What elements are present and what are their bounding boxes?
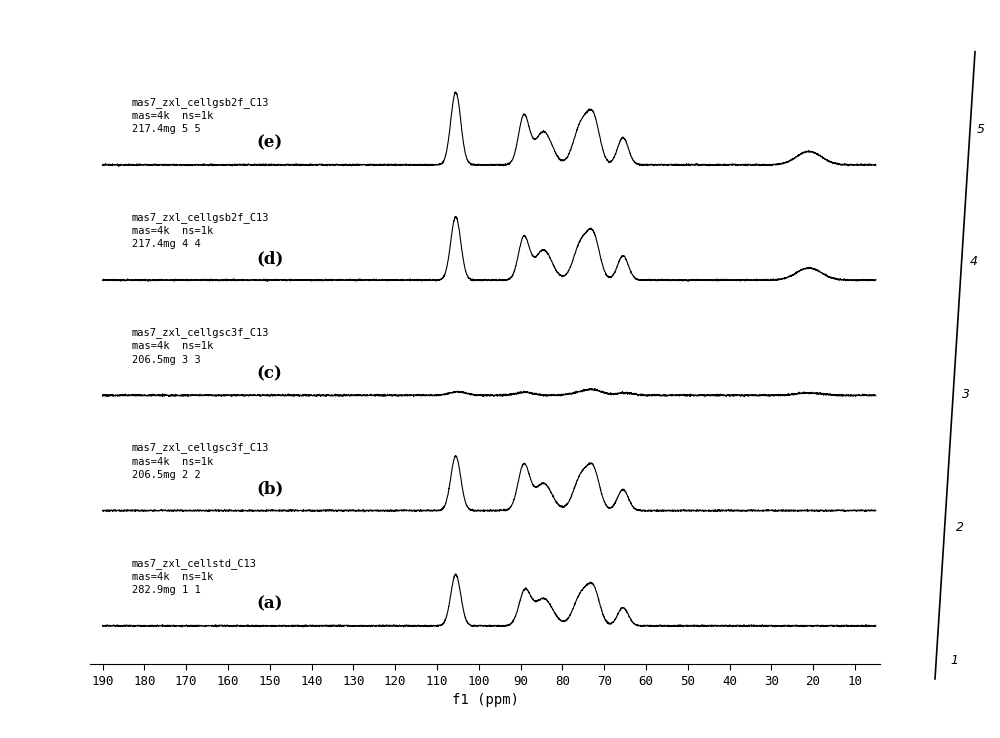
Text: (d): (d) [256,250,283,267]
Text: 5: 5 [977,123,985,136]
Text: 2: 2 [956,521,964,534]
Text: 1: 1 [950,654,958,667]
Text: mas7_zxl_cellgsc3f_C13
mas=4k  ns=1k
206.5mg 3 3: mas7_zxl_cellgsc3f_C13 mas=4k ns=1k 206.… [132,327,269,365]
Text: mas7_zxl_cellgsb2f_C13
mas=4k  ns=1k
217.4mg 5 5: mas7_zxl_cellgsb2f_C13 mas=4k ns=1k 217.… [132,97,269,134]
Text: 3: 3 [962,388,970,401]
Text: (b): (b) [256,480,283,497]
Text: mas7_zxl_cellgsb2f_C13
mas=4k  ns=1k
217.4mg 4 4: mas7_zxl_cellgsb2f_C13 mas=4k ns=1k 217.… [132,212,269,249]
Text: (e): (e) [257,134,283,151]
Text: mas7_zxl_cellstd_C13
mas=4k  ns=1k
282.9mg 1 1: mas7_zxl_cellstd_C13 mas=4k ns=1k 282.9m… [132,558,257,595]
Text: 4: 4 [970,255,978,269]
X-axis label: f1 (ppm): f1 (ppm) [452,693,518,707]
Text: mas7_zxl_cellgsc3f_C13
mas=4k  ns=1k
206.5mg 2 2: mas7_zxl_cellgsc3f_C13 mas=4k ns=1k 206.… [132,443,269,480]
Text: (a): (a) [256,596,283,613]
Text: (c): (c) [257,365,283,382]
